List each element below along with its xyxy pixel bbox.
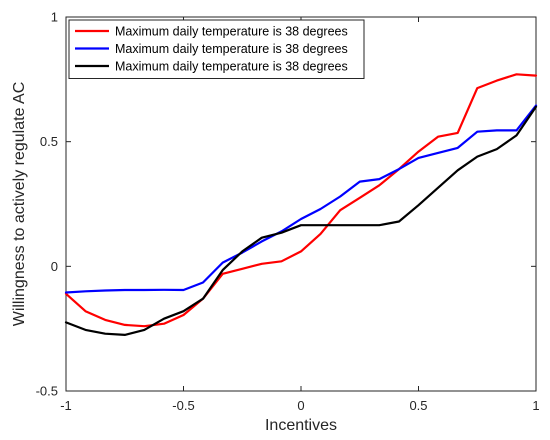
x-tick-label: 0.5	[409, 398, 427, 413]
ticks-layer: -1 -0.5 0 0.5 1-0.500.51	[36, 10, 540, 414]
y-tick-label: 0.5	[40, 134, 58, 149]
x-tick-label: 1	[532, 398, 539, 413]
y-tick-label: 0	[51, 259, 58, 274]
y-axis-label: Willingness to actively regulate AC	[11, 82, 28, 327]
legend-box	[68, 19, 365, 79]
series-line-3	[64, 105, 538, 336]
legend-label-1: Maximum daily temperature is 38 degrees	[115, 25, 348, 39]
x-tick-label: -1	[60, 398, 72, 413]
legend-label-3: Maximum daily temperature is 38 degrees	[115, 60, 348, 74]
y-tick-label: 1	[51, 10, 58, 25]
legend-label-2: Maximum daily temperature is 38 degrees	[115, 42, 348, 56]
x-tick-label: 0	[297, 398, 304, 413]
series-line-1	[64, 73, 538, 328]
legend: Maximum daily temperature is 38 degrees M…	[68, 19, 365, 79]
x-axis-label: Incentives	[265, 417, 337, 434]
series-line-2	[64, 104, 538, 294]
series-layer	[64, 73, 538, 336]
y-tick-label: -0.5	[36, 384, 58, 399]
x-tick-label: -0.5	[172, 398, 194, 413]
